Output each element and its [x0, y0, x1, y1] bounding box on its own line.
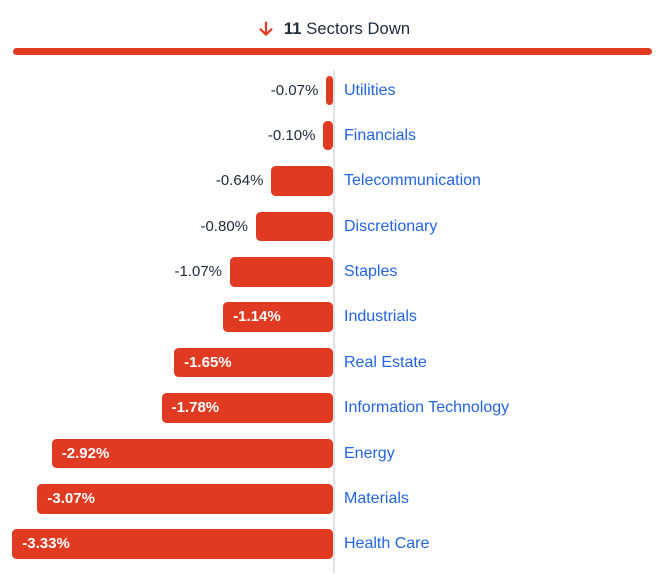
bar-zone: -3.07%: [0, 484, 333, 514]
sector-count-label: Sectors Down: [306, 19, 411, 38]
bar-zone: -3.33%: [0, 529, 333, 559]
sector-bar: [271, 166, 333, 196]
bar-zone: -1.14%: [0, 302, 333, 332]
value-label: -1.07%: [174, 263, 222, 281]
arrow-down-icon: [257, 19, 275, 39]
value-label: -0.07%: [270, 81, 319, 99]
sector-label-link[interactable]: Information Technology: [344, 399, 510, 417]
value-label: -1.65%: [184, 353, 232, 371]
sector-count: 11: [283, 19, 302, 38]
sector-row: -0.07% Utilities: [0, 75, 667, 121]
sector-bar: [223, 302, 333, 332]
bar-zone: -1.07%: [0, 257, 333, 287]
axis-baseline: [333, 70, 335, 573]
sector-row: -0.64% Telecommunication: [0, 166, 667, 211]
sector-label-link[interactable]: Real Estate: [344, 353, 427, 371]
sector-bar: [12, 529, 333, 559]
sector-row: -1.78% Information Technology: [0, 393, 667, 438]
chart-title: 11 Sectors Down: [284, 20, 410, 39]
bar-zone: -0.07%: [0, 75, 333, 105]
sector-bar: [230, 257, 333, 287]
sector-bar: [323, 120, 333, 151]
bar-zone: -0.10%: [0, 120, 333, 151]
value-label: -1.14%: [233, 308, 281, 326]
sector-row: -0.10% Financials: [0, 120, 667, 166]
sector-label-link[interactable]: Materials: [344, 490, 409, 508]
sector-bar: [37, 484, 333, 514]
value-label: -0.10%: [267, 126, 316, 144]
value-label: -1.78%: [171, 399, 220, 417]
sector-bar: [326, 75, 333, 105]
sector-row: -3.07% Materials: [0, 484, 667, 529]
sector-row: -1.65% Real Estate: [0, 347, 667, 393]
sector-row: -1.14% Industrials: [0, 302, 667, 347]
value-label: -2.92%: [61, 444, 110, 462]
sector-bar: [51, 438, 333, 469]
sector-row: -3.33% Health Care: [0, 529, 667, 574]
sector-bar: [174, 347, 333, 378]
sector-label-link[interactable]: Discretionary: [344, 217, 438, 235]
sector-bar: [256, 211, 333, 242]
sector-label-link[interactable]: Staples: [344, 263, 398, 281]
header-rule: [13, 48, 652, 55]
sector-row: -1.07% Staples: [0, 257, 667, 302]
bar-zone: -0.64%: [0, 166, 333, 196]
bar-zone: -1.78%: [0, 393, 333, 423]
value-label: -3.07%: [47, 490, 95, 508]
bars-container: -0.07% Utilities -0.10% Financials -0.64…: [0, 75, 667, 574]
sector-bar: [161, 393, 333, 423]
sector-label-link[interactable]: Financials: [344, 126, 417, 144]
sector-label-link[interactable]: Telecommunication: [344, 172, 481, 190]
value-label: -3.33%: [22, 535, 70, 553]
value-label: -0.64%: [215, 172, 264, 190]
sector-label-link[interactable]: Industrials: [344, 308, 417, 326]
sector-label-link[interactable]: Utilities: [344, 81, 396, 99]
value-label: -0.80%: [200, 217, 248, 235]
sector-label-link[interactable]: Energy: [344, 444, 395, 462]
sector-row: -0.80% Discretionary: [0, 211, 667, 257]
bar-zone: -0.80%: [0, 211, 333, 242]
sector-row: -2.92% Energy: [0, 438, 667, 484]
bar-zone: -1.65%: [0, 347, 333, 378]
chart-header: 11 Sectors Down: [0, 14, 667, 44]
sector-label-link[interactable]: Health Care: [344, 535, 430, 553]
bar-zone: -2.92%: [0, 438, 333, 469]
